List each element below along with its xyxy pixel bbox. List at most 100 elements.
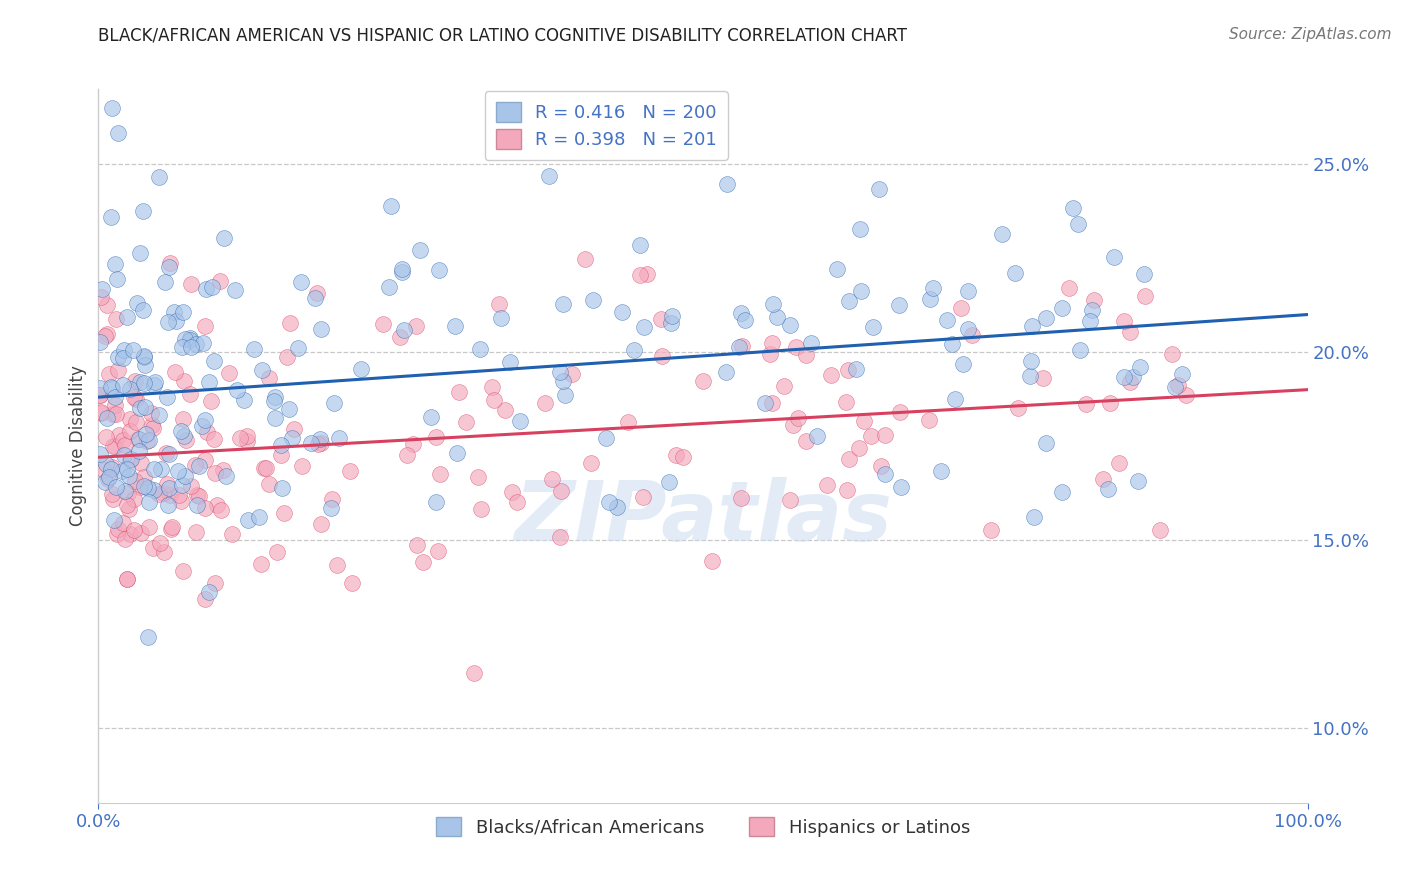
Point xyxy=(259,476,281,491)
Point xyxy=(1080,302,1102,317)
Point xyxy=(1007,401,1029,415)
Point xyxy=(115,572,138,586)
Point xyxy=(889,298,911,312)
Point xyxy=(128,480,150,494)
Point xyxy=(956,284,979,298)
Point xyxy=(233,392,256,407)
Point xyxy=(204,576,226,591)
Point xyxy=(794,348,817,362)
Point xyxy=(554,388,576,402)
Point xyxy=(115,572,138,586)
Point xyxy=(595,431,617,445)
Point xyxy=(201,280,224,294)
Point xyxy=(172,564,194,578)
Point xyxy=(325,558,347,573)
Point xyxy=(129,526,152,541)
Point xyxy=(499,355,522,369)
Point xyxy=(159,256,181,270)
Point xyxy=(1062,201,1084,215)
Point xyxy=(730,491,752,506)
Point xyxy=(1021,319,1043,334)
Point xyxy=(254,461,277,475)
Point xyxy=(252,363,274,377)
Point xyxy=(209,502,232,516)
Point xyxy=(548,530,571,544)
Point xyxy=(339,464,361,478)
Point xyxy=(200,394,222,409)
Point xyxy=(661,316,683,330)
Point xyxy=(117,462,139,476)
Point xyxy=(243,342,266,356)
Point xyxy=(962,328,984,343)
Point xyxy=(391,265,413,279)
Point xyxy=(263,411,285,425)
Point xyxy=(283,422,305,436)
Point xyxy=(93,463,115,477)
Point xyxy=(156,390,179,404)
Point xyxy=(1122,370,1144,384)
Point xyxy=(132,349,155,363)
Point xyxy=(207,498,229,512)
Point xyxy=(537,169,560,184)
Point xyxy=(1128,474,1150,488)
Point xyxy=(112,351,135,366)
Point xyxy=(101,487,124,501)
Point xyxy=(107,127,129,141)
Point xyxy=(141,417,163,432)
Point xyxy=(129,457,152,471)
Point xyxy=(132,303,155,318)
Point xyxy=(125,415,148,429)
Point xyxy=(304,291,326,305)
Point xyxy=(579,456,602,470)
Point xyxy=(509,414,531,428)
Point xyxy=(174,433,197,447)
Point xyxy=(835,483,858,497)
Point xyxy=(1050,484,1073,499)
Point xyxy=(328,431,350,445)
Point xyxy=(98,470,121,484)
Point xyxy=(506,494,529,508)
Point xyxy=(952,358,974,372)
Point xyxy=(827,262,849,277)
Point xyxy=(184,337,207,351)
Point xyxy=(388,330,411,344)
Point xyxy=(143,461,166,475)
Point xyxy=(309,322,332,336)
Point xyxy=(773,379,796,393)
Point xyxy=(225,384,247,398)
Point xyxy=(650,312,672,326)
Point xyxy=(180,340,202,354)
Point xyxy=(250,557,273,571)
Point xyxy=(167,464,190,478)
Point xyxy=(446,446,468,460)
Point xyxy=(291,459,314,474)
Point xyxy=(195,425,218,439)
Point xyxy=(122,523,145,537)
Point xyxy=(198,585,221,599)
Point xyxy=(299,435,322,450)
Point xyxy=(889,405,911,419)
Point xyxy=(606,500,628,515)
Point xyxy=(1108,456,1130,470)
Point xyxy=(395,448,418,462)
Point xyxy=(1149,523,1171,537)
Point xyxy=(820,368,842,382)
Point xyxy=(118,526,141,541)
Point xyxy=(488,297,510,311)
Point xyxy=(264,390,287,404)
Point xyxy=(574,252,596,267)
Point xyxy=(402,436,425,450)
Point xyxy=(89,387,111,401)
Point xyxy=(661,310,683,324)
Point xyxy=(454,415,477,429)
Point xyxy=(1032,370,1054,384)
Point xyxy=(658,475,681,489)
Point xyxy=(114,484,136,499)
Point xyxy=(163,365,186,379)
Point xyxy=(270,438,292,452)
Point xyxy=(470,342,492,356)
Point xyxy=(815,477,838,491)
Point xyxy=(94,475,117,490)
Point xyxy=(409,244,432,258)
Point xyxy=(103,407,125,421)
